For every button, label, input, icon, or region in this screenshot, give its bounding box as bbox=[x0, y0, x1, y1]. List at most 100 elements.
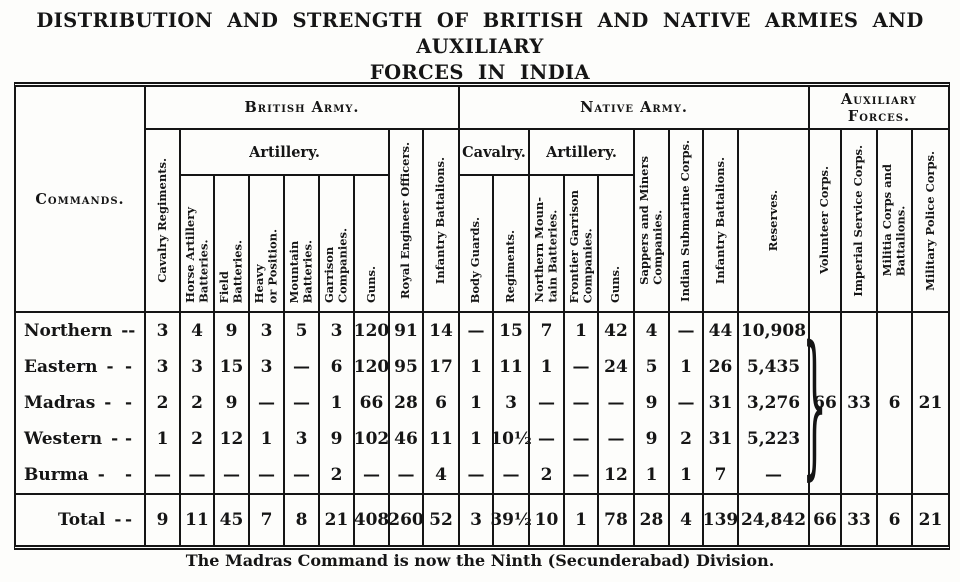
label-dash: - bbox=[114, 510, 122, 530]
cell: — bbox=[283, 457, 318, 493]
label-dash: - bbox=[124, 465, 132, 485]
page-title-line1: DISTRIBUTION AND STRENGTH OF BRITISH AND… bbox=[36, 9, 924, 58]
total-cell: 39½ bbox=[490, 493, 532, 545]
cell: 44 bbox=[702, 313, 737, 349]
col-header-guns-british: Guns. bbox=[353, 176, 388, 313]
distribution-table: Commands. British Army. Native Army. Aux… bbox=[14, 82, 950, 550]
col-header-cavalry-regiments: Cavalry Regiments. bbox=[144, 130, 179, 313]
label-dash: - bbox=[97, 465, 105, 485]
label-dash: - bbox=[124, 357, 132, 377]
col-header-label: Imperial Service Corps. bbox=[851, 144, 866, 297]
total-cell: 6 bbox=[876, 493, 911, 545]
col-header-regiments: Regiments. bbox=[492, 176, 528, 313]
col-header-reserves: Reserves. bbox=[737, 130, 808, 313]
label-dash: - bbox=[121, 321, 129, 341]
cell: 3 bbox=[248, 349, 283, 385]
cell: 3 bbox=[318, 313, 353, 349]
col-header-label: Field Batteries. bbox=[217, 239, 245, 303]
cell: — bbox=[179, 457, 213, 493]
label-dash: - bbox=[124, 429, 132, 449]
cell: 91 bbox=[388, 313, 422, 349]
total-cell: 21 bbox=[318, 493, 353, 545]
total-cell: 7 bbox=[248, 493, 283, 545]
cell: 17 bbox=[422, 349, 458, 385]
col-header-volunteer-corps: Volunteer Corps. bbox=[808, 130, 840, 313]
label-dash: - bbox=[111, 429, 119, 449]
col-header-horse-artillery-batteries: Horse Artillery Batteries. bbox=[179, 176, 213, 313]
col-header-label: Military Police Corps. bbox=[922, 150, 937, 291]
cell: 11 bbox=[492, 349, 528, 385]
cell: — bbox=[283, 385, 318, 421]
col-header-royal-engineer-officers: Royal Engineer Officers. bbox=[388, 130, 422, 313]
cell: 4 bbox=[179, 313, 213, 349]
aux-pooled-military-police-corps: 21 bbox=[911, 313, 948, 493]
col-header-label: Volunteer Corps. bbox=[817, 166, 832, 275]
cell: 15 bbox=[492, 313, 528, 349]
cell: 6 bbox=[422, 385, 458, 421]
col-header-label: Horse Artillery Batteries. bbox=[182, 207, 211, 303]
section-header-native-army: Native Army. bbox=[458, 87, 808, 130]
cell: 1 bbox=[248, 421, 283, 457]
cell: 2 bbox=[528, 457, 563, 493]
col-header-label: Reserves. bbox=[765, 189, 780, 252]
cell: 24 bbox=[597, 349, 633, 385]
cell: 3 bbox=[283, 421, 318, 457]
col-header-label: Infantry Battalions. bbox=[712, 156, 727, 285]
total-cell: 9 bbox=[144, 493, 179, 545]
cell: 1 bbox=[144, 421, 179, 457]
label-dash: - bbox=[124, 393, 132, 413]
row-label-total: Total - - bbox=[16, 493, 144, 545]
cell: 2 bbox=[318, 457, 353, 493]
col-header-label: Heavy or Position. bbox=[252, 228, 280, 303]
total-cell: 78 bbox=[597, 493, 633, 545]
cell: 2 bbox=[179, 385, 213, 421]
cell: 1 bbox=[668, 349, 702, 385]
label-dash: - bbox=[106, 357, 114, 377]
cell: 2 bbox=[144, 385, 179, 421]
col-header-imperial-service-corps: Imperial Service Corps. bbox=[840, 130, 876, 313]
row-label-northern: Northern - - bbox=[24, 321, 136, 341]
cell: 3 bbox=[179, 349, 213, 385]
cell: — bbox=[597, 385, 633, 421]
cell: — bbox=[353, 457, 388, 493]
total-cell: 3 bbox=[458, 493, 492, 545]
cell: 7 bbox=[528, 313, 563, 349]
col-header-infantry-battalions-british: Infantry Battalions. bbox=[422, 130, 458, 313]
col-header-field-batteries: Field Batteries. bbox=[213, 176, 248, 313]
cell: 95 bbox=[388, 349, 422, 385]
col-header-garrison-companies: Garrison Companies. bbox=[318, 176, 353, 313]
col-header-militia-corps: Militia Corps and Battalions. bbox=[876, 130, 911, 313]
cell: 3 bbox=[248, 313, 283, 349]
total-cell: 139 bbox=[702, 493, 738, 545]
cell: 2 bbox=[668, 421, 702, 457]
total-cell: 52 bbox=[422, 493, 458, 545]
total-cell: 28 bbox=[633, 493, 668, 545]
cell: 9 bbox=[318, 421, 353, 457]
cell: 31 bbox=[702, 385, 737, 421]
cell: 1 bbox=[458, 385, 492, 421]
page-title-line2: FORCES IN INDIA bbox=[369, 61, 591, 84]
col-header-label: Garrison Companies. bbox=[322, 227, 350, 303]
cell: — bbox=[668, 385, 702, 421]
aux-pooled-imperial-service-corps: 33 bbox=[840, 313, 876, 493]
cell: — bbox=[597, 421, 633, 457]
cell: 14 bbox=[422, 313, 458, 349]
total-cell: 408 bbox=[353, 493, 389, 545]
cell: 1 bbox=[458, 421, 492, 457]
cell: 120 bbox=[353, 313, 389, 349]
cell: 66 bbox=[353, 385, 388, 421]
col-header-label: Militia Corps and Battalions. bbox=[880, 164, 908, 277]
cell: 1 bbox=[318, 385, 353, 421]
col-header-label: Regiments. bbox=[503, 230, 518, 303]
group-header-native-artillery: Artillery. bbox=[528, 130, 633, 176]
row-label-eastern: Eastern - - bbox=[24, 357, 132, 377]
col-header-indian-submarine-corps: Indian Submarine Corps. bbox=[668, 130, 702, 313]
total-cell: 21 bbox=[911, 493, 948, 545]
cell: 9 bbox=[633, 421, 668, 457]
cell: 31 bbox=[702, 421, 737, 457]
cell: — bbox=[458, 313, 492, 349]
cell: — bbox=[563, 421, 597, 457]
col-header-label: Indian Submarine Corps. bbox=[678, 139, 693, 302]
cell: 9 bbox=[213, 313, 248, 349]
col-header-label: Northern Moun- tain Batteries. bbox=[532, 197, 560, 303]
